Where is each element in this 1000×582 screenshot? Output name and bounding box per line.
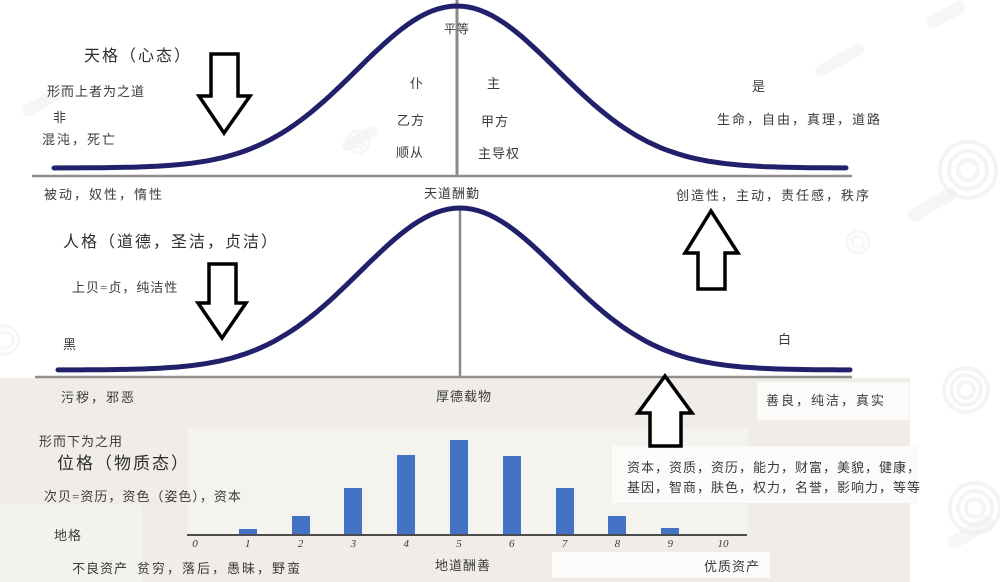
heaven-center-left-3: 顺从: [396, 145, 425, 160]
bar-5: [450, 440, 468, 534]
light-patch-bottom-left: [0, 505, 142, 582]
white-patch-assets: [612, 446, 918, 503]
tick-label-3: 3: [350, 538, 357, 550]
tick-label-6: 6: [509, 538, 515, 550]
watermark-spiral-icon: [948, 481, 1000, 535]
position-section-title: 位格（物质态）: [57, 454, 190, 473]
watermark-spiral-icon: [942, 366, 990, 414]
tick-label-5: 5: [456, 538, 462, 550]
tick-label-7: 7: [561, 538, 568, 550]
white-patch-quality-assets: [552, 552, 770, 578]
white-patch-good-traits: [757, 382, 909, 420]
tick-label-1: 1: [245, 538, 251, 550]
position-assets-line-2: 基因，智商，肤色，权力，名誉，影响力，等等: [627, 480, 922, 495]
bar-6: [502, 456, 521, 534]
human-baseline-left-label: 污秽，邪恶: [61, 390, 137, 405]
human-left-note: 上贝=贞，纯洁性: [72, 280, 179, 295]
bar-2: [291, 516, 310, 534]
watermark-spiral-icon: [845, 229, 871, 255]
position-left-note: 次贝=资历，资色（姿色），资本: [44, 489, 242, 504]
tick-label-9: 9: [667, 538, 673, 550]
position-pre-title: 形而下为之用: [39, 434, 124, 449]
watermark-spiral-icon: [345, 129, 371, 155]
heaven-center-right-3: 主导权: [478, 146, 521, 161]
bar-3: [344, 488, 363, 534]
heaven-center-left-1: 仆: [410, 76, 425, 91]
human-baseline-center-label: 厚德载物: [436, 389, 493, 404]
heaven-bell-curve: [51, 3, 849, 171]
heaven-right-text-2: 生命，自由，真理，道路: [717, 112, 883, 127]
heaven-left-text-1: 形而上者为之道: [47, 84, 146, 99]
human-bell-curve: [55, 205, 853, 373]
bar-9: [661, 528, 680, 534]
heaven-center-left-2: 乙方: [397, 113, 426, 128]
up-arrow-icon: [634, 373, 696, 448]
heaven-peak-label: 平等: [444, 22, 471, 36]
tick-label-0: 0: [192, 538, 198, 550]
watermark-spiral-icon: [938, 140, 998, 200]
heaven-center-right-2: 甲方: [481, 114, 510, 129]
heaven-baseline-left-label: 被动，奴性，惰性: [44, 187, 165, 202]
bar-4: [397, 455, 416, 534]
heaven-baseline-center-label: 天道酬勤: [424, 186, 481, 201]
position-left-label: 地格: [54, 528, 83, 543]
bar-1: [238, 529, 257, 534]
heaven-right-text-1: 是: [752, 79, 767, 94]
heaven-center-right-1: 主: [487, 76, 502, 91]
human-right-end-label: 白: [778, 332, 793, 347]
tick-label-10: 10: [717, 538, 729, 550]
tick-label-8: 8: [614, 538, 621, 550]
human-left-end-label: 黑: [63, 337, 78, 352]
position-quality-assets-label: 优质资产: [704, 559, 761, 574]
bar-7: [555, 488, 574, 534]
position-baseline-center-label: 地道酬善: [435, 558, 492, 573]
heaven-left-text-2: 非: [53, 110, 68, 125]
position-bad-assets-desc: 贫穷，落后，愚昧，野蛮: [137, 561, 303, 576]
tick-label-2: 2: [297, 538, 304, 550]
heaven-left-text-3: 混沌，死亡: [42, 132, 118, 147]
up-arrow-icon: [681, 207, 742, 291]
heaven-baseline-right-label: 创造性，主动，责任感，秩序: [676, 188, 872, 203]
down-arrow-icon: [194, 262, 250, 342]
human-baseline-right-label: 善良，纯洁，真实: [766, 393, 887, 408]
bar-8: [608, 516, 627, 534]
heaven-section-title: 天格（心态）: [84, 48, 193, 65]
tick-label-4: 4: [403, 538, 409, 550]
watermark-spiral-icon: [0, 324, 21, 356]
human-section-title: 人格（道德，圣洁，贞洁）: [63, 234, 280, 251]
bar-chart: 0 1 2 3 4 5 6 7 8 9 10: [187, 428, 749, 558]
bar-chart-x-axis: [187, 534, 747, 536]
position-assets-line-1: 资本，资质，资历，能力，财富，美貌，健康，: [627, 460, 922, 475]
position-bad-assets-label: 不良资产: [72, 561, 129, 576]
down-arrow-icon: [195, 52, 254, 137]
